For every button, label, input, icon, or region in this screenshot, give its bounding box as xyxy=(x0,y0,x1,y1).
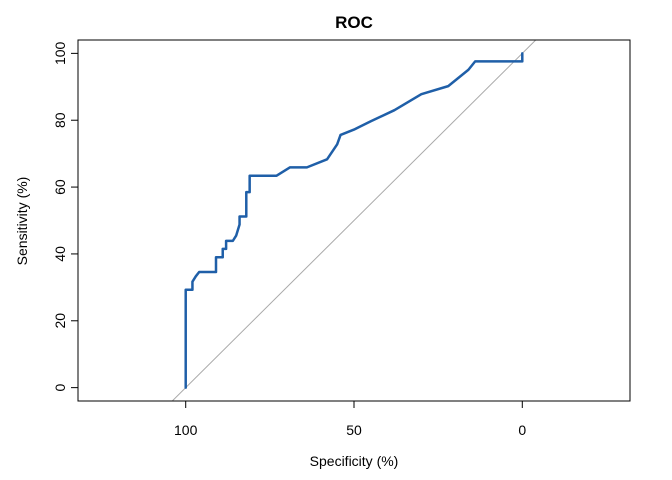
x-axis-label: Specificity (%) xyxy=(310,453,399,469)
y-tick-label: 0 xyxy=(52,384,68,392)
y-tick-label: 100 xyxy=(52,41,68,65)
y-tick-label: 60 xyxy=(52,179,68,195)
chart-title: ROC xyxy=(335,13,373,32)
roc-curve-line xyxy=(184,52,524,389)
plot-area: 100 50 0 0 20 40 60 80 100 xyxy=(52,39,631,438)
y-axis-label: Sensitivity (%) xyxy=(14,177,30,266)
y-tick-label: 20 xyxy=(52,313,68,329)
y-tick-label: 80 xyxy=(52,112,68,128)
x-tick-label: 50 xyxy=(346,422,362,438)
reference-diagonal-line xyxy=(171,40,537,401)
x-tick-label: 100 xyxy=(174,422,198,438)
x-tick-label: 0 xyxy=(518,422,526,438)
y-tick-label: 40 xyxy=(52,246,68,262)
